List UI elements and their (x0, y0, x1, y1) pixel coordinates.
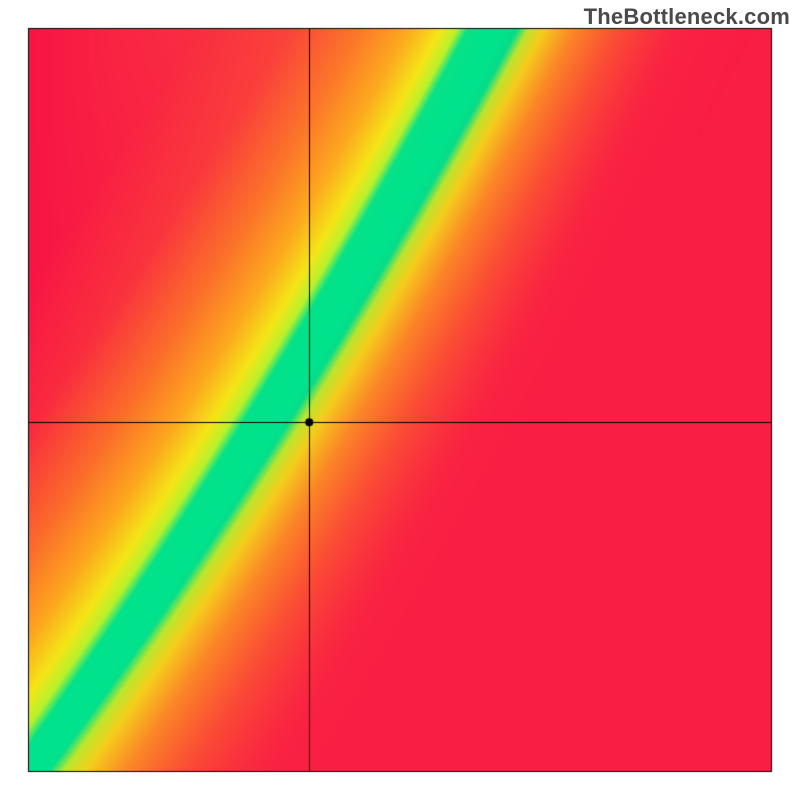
heatmap-canvas (0, 0, 800, 800)
watermark-text: TheBottleneck.com (584, 4, 790, 30)
bottleneck-chart: TheBottleneck.com (0, 0, 800, 800)
